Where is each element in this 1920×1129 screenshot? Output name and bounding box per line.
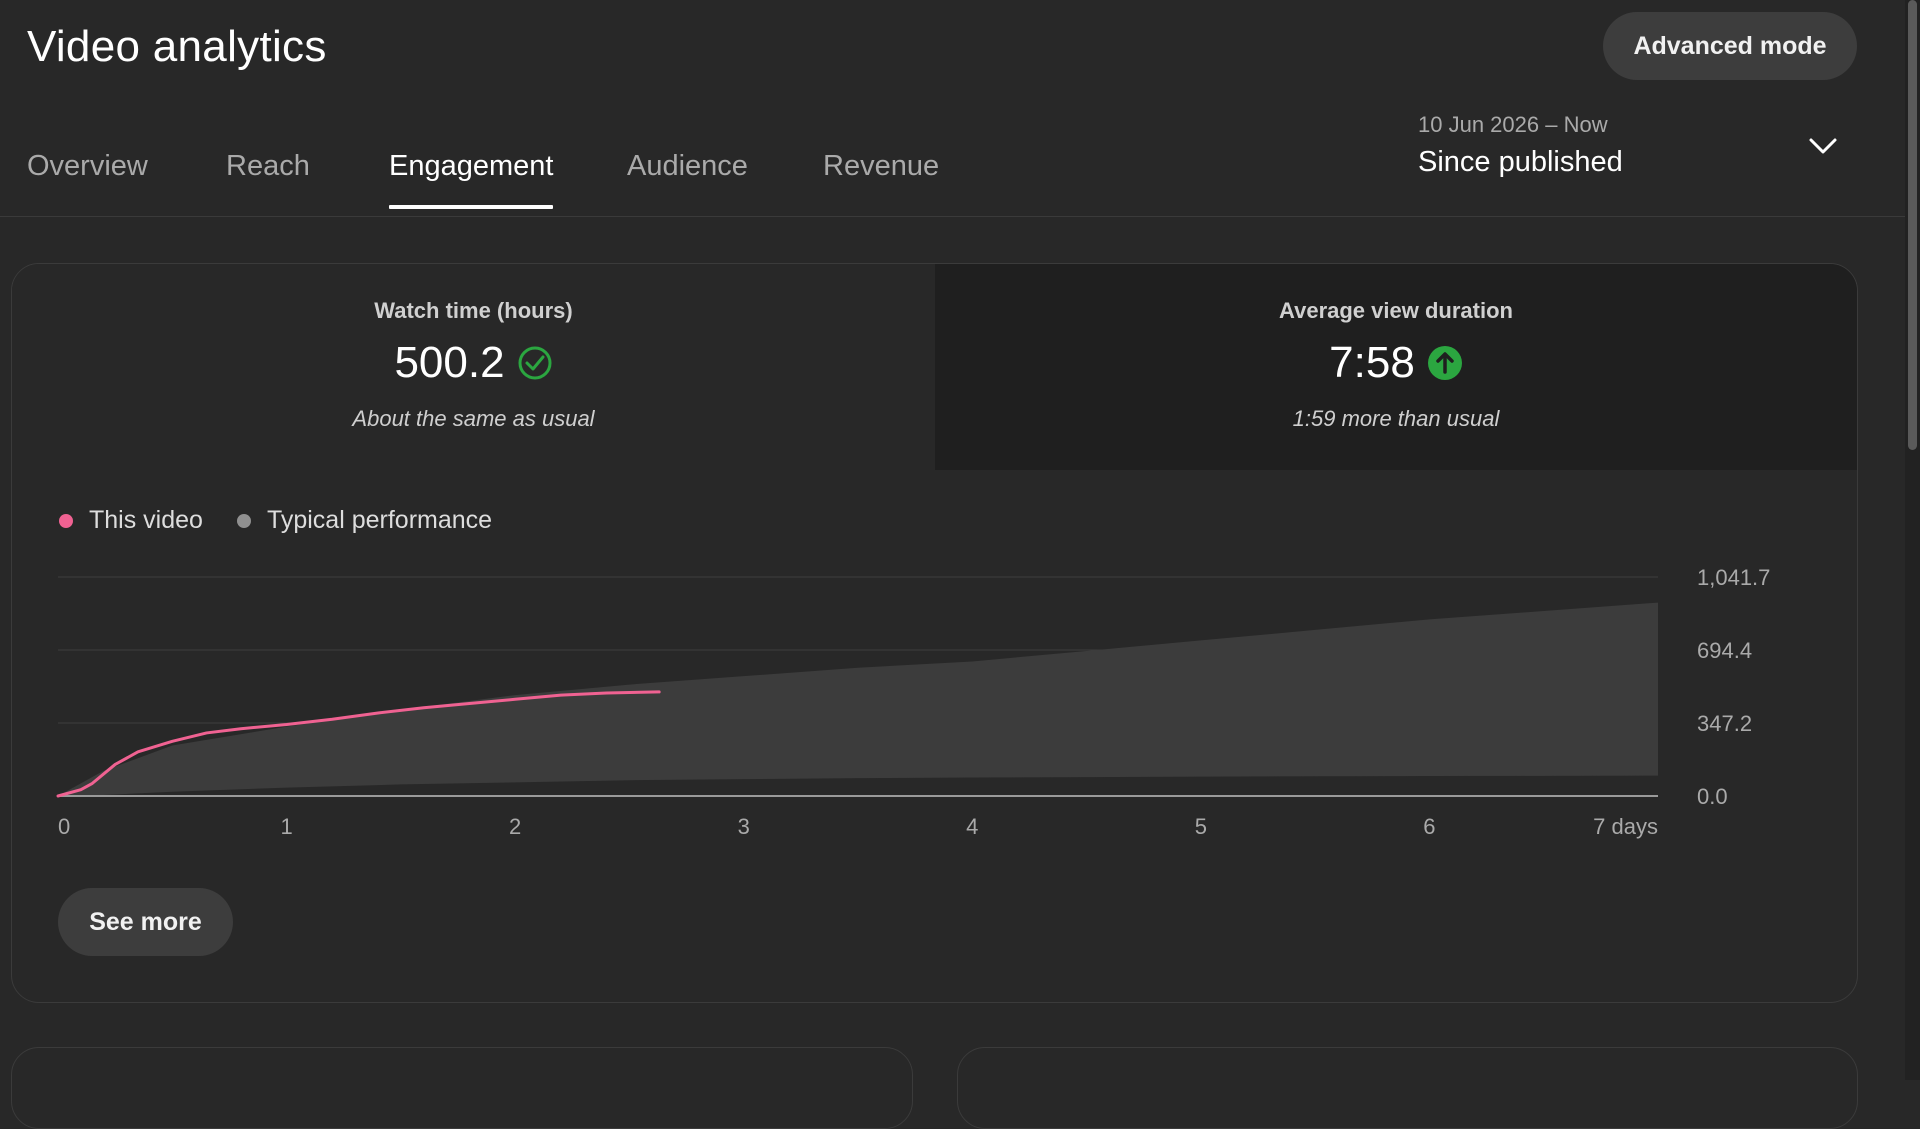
advanced-mode-button[interactable]: Advanced mode — [1603, 12, 1857, 80]
page-title: Video analytics — [27, 22, 327, 71]
tab-bar: Overview Reach Engagement Audience Reven… — [0, 108, 1905, 217]
scrollbar[interactable] — [1905, 0, 1920, 1080]
metric-value: 500.2 — [394, 338, 505, 387]
legend-dot — [236, 513, 251, 528]
watch-time-chart[interactable]: 1,041.7 694.4 347.2 0.0 0 1 2 3 4 5 6 7 days — [12, 264, 1857, 864]
y-tick-label: 1,041.7 — [1697, 565, 1770, 590]
x-tick-label: 1 — [280, 814, 292, 839]
x-tick-label: 6 — [1423, 814, 1435, 839]
legend-label: This video — [89, 506, 203, 534]
bottom-card-right — [957, 1047, 1858, 1129]
metric-value: 7:58 — [1329, 338, 1415, 387]
date-range-text: 10 Jun 2026 – Now — [1418, 112, 1608, 137]
tab-audience[interactable]: Audience — [627, 150, 748, 182]
legend-item-this-video[interactable]: This video — [59, 506, 203, 535]
metric-avg-view-duration[interactable]: Average view duration 7:58 1:59 more tha… — [935, 264, 1857, 470]
x-tick-label: 3 — [738, 814, 750, 839]
arrow-up-circle-icon — [1427, 346, 1462, 380]
chart-legend: This video Typical performance — [59, 506, 526, 535]
scrollbar-thumb[interactable] — [1908, 0, 1917, 450]
metric-note: About the same as usual — [352, 406, 595, 431]
tab-engagement[interactable]: Engagement — [389, 150, 554, 209]
this-video-line — [56, 690, 661, 798]
see-more-button[interactable]: See more — [58, 888, 233, 956]
metric-label: Watch time (hours) — [374, 298, 573, 323]
tab-revenue[interactable]: Revenue — [823, 150, 940, 182]
chevron-down-icon — [1809, 138, 1837, 154]
y-tick-label: 0.0 — [1697, 784, 1728, 809]
date-range-picker[interactable]: 10 Jun 2026 – Now Since published — [1418, 108, 1848, 188]
bottom-card-left — [11, 1047, 913, 1129]
metric-label: Average view duration — [1279, 298, 1513, 323]
x-tick-label: 2 — [509, 814, 521, 839]
y-tick-label: 694.4 — [1697, 638, 1752, 663]
engagement-card: Watch time (hours) 500.2 About the same … — [11, 263, 1858, 1003]
check-circle-icon — [518, 346, 552, 380]
x-tick-label: 4 — [966, 814, 978, 839]
tab-overview[interactable]: Overview — [27, 150, 148, 182]
metric-watch-time[interactable]: Watch time (hours) 500.2 About the same … — [12, 264, 935, 470]
x-tick-label: 0 — [58, 814, 70, 839]
date-range-label: Since published — [1418, 146, 1623, 178]
legend-label: Typical performance — [266, 506, 493, 534]
tab-reach[interactable]: Reach — [226, 150, 310, 182]
y-tick-label: 347.2 — [1697, 711, 1752, 736]
legend-dot — [59, 513, 73, 528]
legend-item-typical[interactable]: Typical performance — [236, 506, 493, 535]
x-tick-label: 5 — [1195, 814, 1207, 839]
typical-performance-band — [58, 602, 1658, 796]
metric-note: 1:59 more than usual — [1292, 406, 1500, 431]
x-tick-label: 7 days — [1593, 814, 1658, 839]
